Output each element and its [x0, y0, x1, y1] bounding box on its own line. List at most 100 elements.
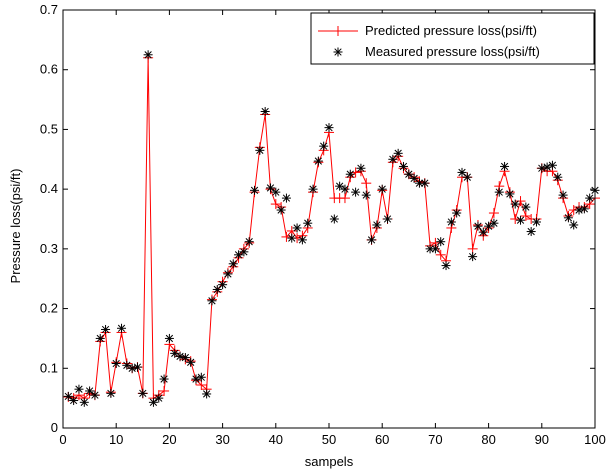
star-d2	[511, 200, 519, 208]
measured-point	[143, 50, 153, 60]
y-tick-label: 0.2	[40, 301, 58, 316]
measured-point	[383, 214, 393, 224]
measured-point	[500, 161, 510, 171]
star-d2	[80, 398, 88, 406]
star-d2	[346, 170, 354, 178]
measured-point	[409, 173, 419, 183]
measured-point	[521, 202, 531, 212]
star-d2	[85, 387, 94, 395]
star-d2	[532, 218, 541, 226]
legend-plus-marker	[333, 26, 343, 36]
star-d2	[559, 191, 567, 199]
measured-point	[154, 393, 164, 403]
measured-point	[388, 154, 398, 164]
star-d2	[463, 173, 471, 181]
measured-point	[239, 247, 249, 257]
star-d2	[309, 185, 317, 193]
star-d2	[64, 392, 72, 401]
measured-point	[186, 357, 196, 367]
star-d2	[431, 245, 440, 253]
star-d2	[484, 222, 493, 230]
x-tick-label: 0	[59, 432, 66, 447]
measured-point	[553, 172, 563, 182]
star-d2	[250, 186, 259, 194]
star-d2	[362, 191, 370, 199]
star-d2	[165, 334, 174, 343]
measured-point	[196, 372, 206, 382]
predicted-series-line	[68, 57, 596, 399]
predicted-point	[515, 196, 526, 207]
star-d2	[383, 215, 392, 223]
star-d2	[298, 236, 307, 244]
star-d2	[272, 188, 280, 196]
star-d2	[410, 174, 418, 183]
star-d2	[490, 219, 498, 227]
star-d2	[580, 205, 589, 213]
axes: 0 10 20 30 40 50 60 70 80 90 100 0 0.1 0.2 0.3 0.4 0.5 0.…	[40, 2, 606, 447]
star-d2	[453, 209, 461, 217]
measured-point	[398, 161, 408, 171]
measured-point	[345, 169, 355, 179]
star-d2	[160, 375, 168, 383]
measured-point	[271, 187, 281, 197]
legend: Predicted pressure loss(psi/ft) Measured…	[310, 12, 595, 65]
star-d2	[320, 142, 328, 150]
measured-point	[340, 184, 350, 194]
star-d2	[197, 373, 205, 381]
measured-point	[494, 187, 504, 197]
star-d2	[304, 219, 312, 227]
star-d2	[91, 391, 99, 399]
measured-point	[319, 141, 329, 151]
star-d2	[426, 245, 434, 253]
measured-point	[393, 148, 403, 158]
star-d2	[293, 224, 301, 232]
measured-point	[63, 391, 73, 401]
measured-point	[308, 184, 318, 194]
predicted-point	[520, 211, 531, 222]
measured-point	[361, 190, 371, 200]
x-tick-label: 80	[481, 432, 495, 447]
x-tick-label: 30	[215, 432, 229, 447]
measured-point	[250, 185, 260, 195]
measured-point	[585, 193, 595, 203]
star-d2	[112, 359, 120, 368]
legend-marker-predicted	[318, 26, 358, 36]
measured-point	[329, 214, 339, 224]
measured-point	[223, 269, 233, 279]
star-d2	[527, 227, 535, 236]
star-d2	[187, 358, 195, 366]
star-d2	[208, 297, 216, 305]
measured-point	[526, 227, 536, 237]
measured-point	[510, 199, 520, 209]
measured-point	[531, 217, 541, 227]
star-d2	[495, 188, 503, 196]
star-d2	[575, 206, 583, 214]
plot-marks	[63, 50, 600, 407]
star-d2	[123, 361, 131, 369]
measured-point	[111, 359, 121, 369]
star-d2	[171, 349, 179, 358]
star-d2	[474, 222, 482, 230]
predicted-point	[361, 178, 372, 189]
y-axis-label: Pressure loss(psi/ft)	[8, 169, 23, 284]
star-d2	[564, 214, 573, 222]
measured-point	[79, 397, 89, 407]
star-d2	[266, 184, 275, 192]
star-d2	[415, 179, 424, 187]
legend-marker-measured	[333, 47, 343, 57]
measured-point	[117, 323, 127, 333]
star-d2	[224, 270, 232, 278]
measured-point	[351, 187, 361, 197]
star-d2	[314, 157, 323, 165]
star-d2	[69, 396, 78, 405]
measured-point	[138, 388, 148, 398]
measured-point	[563, 213, 573, 223]
star-d2	[586, 194, 594, 202]
measured-point	[202, 389, 212, 399]
star-d2	[554, 173, 562, 181]
measured-point	[579, 204, 589, 214]
predicted-point	[281, 231, 292, 242]
predicted-point	[488, 208, 499, 219]
measured-point	[292, 223, 302, 233]
star-d2	[399, 162, 408, 171]
